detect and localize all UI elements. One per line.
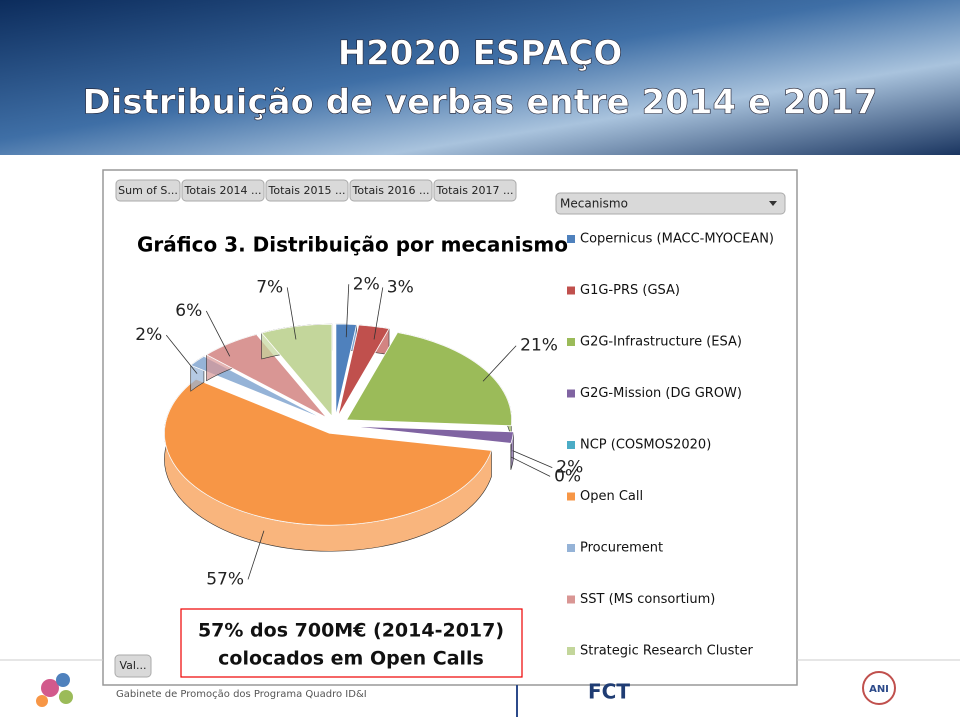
legend-swatch [567,389,575,398]
chart-title: Gráfico 3. Distribuição por mecanismo [137,233,568,257]
value-field-button[interactable] [114,654,152,678]
pivot-field-button[interactable] [115,179,181,202]
legend-swatch [567,647,575,655]
ani-logo-ring [862,671,896,705]
pivot-field-label: Totais 2015 ... [268,184,346,197]
fct-logo: FCT [588,680,630,704]
slide-title: H2020 ESPAÇO [338,34,623,74]
legend-swatch [567,595,575,604]
pivot-field-button[interactable] [349,179,433,202]
legend-label: G2G-Infrastructure (ESA) [580,335,742,350]
legend: Copernicus (MACC-MYOCEAN) G1G-PRS (GSA) G2… [567,232,774,659]
legend-swatch [567,286,575,295]
value-field-label: Val... [120,659,147,672]
leader-line [165,334,198,374]
legend-label: Copernicus (MACC-MYOCEAN) [580,232,774,247]
data-label: 6% [175,301,202,321]
pie-slice [205,334,328,419]
data-label: 21% [520,336,558,356]
leader-line [286,287,297,340]
pie-slice [260,323,333,418]
callout-line: colocados em Open Calls [218,648,484,670]
gppq-logo [36,673,73,707]
legend-swatch [567,235,575,243]
pie: 2% 3%21%2%0%57%2%6%7% [135,274,583,589]
pie-slice [335,323,358,417]
footer-text: Gabinete de Promoção dos Programa Quadro… [116,689,367,700]
legend-swatch [567,492,575,501]
pivot-fields: Sum of S... Totais 2014 ... Totais 2015 ..… [115,179,517,202]
leader-line [345,284,350,338]
legend-swatch [567,441,575,449]
data-label: 2% [135,325,162,345]
data-label: 0% [554,466,581,486]
legend-label: Procurement [580,541,663,556]
data-label: 2% [353,274,380,294]
data-label: 3% [387,277,414,297]
legend-dropdown[interactable] [555,192,786,215]
pivot-field-button[interactable] [265,179,349,202]
legend-label: SST (MS consortium) [580,592,715,607]
leader-line [512,450,553,469]
pie-slice [345,332,512,427]
leader-line [482,345,517,382]
legend-label: Strategic Research Cluster [580,644,753,659]
pivot-field-label: Totais 2016 ... [352,184,430,197]
legend-title: Mecanismo [560,197,628,211]
dropdown-arrow [769,201,777,206]
leader-line [247,530,265,580]
legend-label: G1G-PRS (GSA) [580,283,680,298]
data-label: 57% [206,569,244,589]
callout-line: 57% dos 700M€ (2014-2017) [198,620,504,642]
pivot-field-label: Totais 2017 ... [436,184,514,197]
pivot-field-label: Sum of S... [118,184,178,197]
legend-swatch [567,544,575,552]
slide-subtitle: Distribuição de verbas entre 2014 e 2017 [82,83,877,123]
leader-line [205,310,231,357]
leader-line [373,287,384,340]
pivot-field-button[interactable] [433,179,517,202]
pivot-field-button[interactable] [181,179,265,202]
legend-label: NCP (COSMOS2020) [580,438,711,453]
pie-slice [348,425,515,444]
ani-logo: ANI [869,684,889,695]
header-bg [0,0,960,155]
pie-slice [164,378,493,526]
pivot-field-label: Totais 2014 ... [184,184,262,197]
legend-label: Open Call [580,489,643,504]
pie-slice [337,324,390,417]
data-label: 2% [556,458,583,478]
callout-box [180,608,523,678]
pie-slice [348,426,511,445]
data-label: 7% [256,277,283,297]
leader-line [510,456,551,477]
legend-swatch [567,338,575,346]
legend-label: G2G-Mission (DG GROW) [580,386,742,401]
